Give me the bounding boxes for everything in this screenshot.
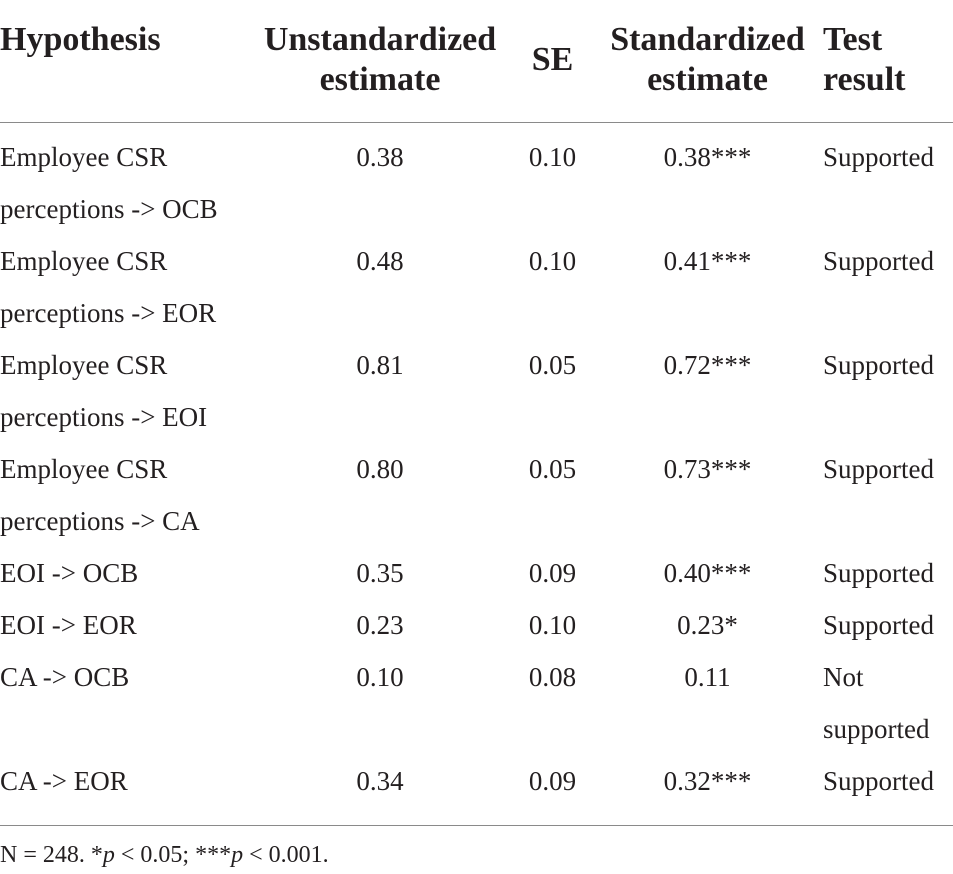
cell-se: 0.09 [528, 558, 577, 588]
cell-hypothesis-line: perceptions -> OCB [0, 194, 218, 224]
cell-test-result-line: Supported [823, 246, 934, 276]
cell-test-result-line: Supported [823, 610, 934, 640]
table-row: Employee CSR perceptions -> CA 0.80 0.05 0.7… [0, 443, 953, 547]
cell-standardized-estimate: 0.11 [684, 662, 731, 692]
cell-hypothesis-line: EOI -> OCB [0, 558, 139, 588]
table-row: CA -> OCB 0.10 0.08 0.11 Not supported [0, 651, 953, 755]
header-se-label: SE [531, 41, 574, 78]
header-standardized-line1: Standardized [610, 21, 805, 58]
table-row: Employee CSR perceptions -> EOR 0.48 0.10 0.… [0, 235, 953, 339]
cell-hypothesis: CA -> EOR [0, 755, 250, 825]
table-row: Employee CSR perceptions -> EOI 0.81 0.05 0.… [0, 339, 953, 443]
header-unstandardized-line2: estimate [319, 61, 441, 98]
header-se: SE [510, 0, 595, 123]
cell-hypothesis-line: EOI -> EOR [0, 610, 137, 640]
cell-hypothesis-line: CA -> EOR [0, 766, 128, 796]
cell-unstandardized-estimate: 0.23 [356, 610, 404, 640]
cell-standardized-estimate: 0.73*** [663, 454, 752, 484]
footnote-n: N = 248. * [0, 842, 103, 868]
table-bottom-rule [0, 825, 953, 826]
cell-hypothesis: CA -> OCB [0, 651, 250, 755]
cell-unstandardized-estimate: 0.80 [356, 454, 404, 484]
table-row: EOI -> EOR 0.23 0.10 0.23* Supported [0, 599, 953, 651]
cell-test-result-line: Supported [823, 454, 934, 484]
cell-se: 0.10 [528, 610, 577, 640]
cell-hypothesis-line: Employee CSR [0, 350, 168, 380]
table-body: Employee CSR perceptions -> OCB 0.38 0.10 0.… [0, 123, 953, 826]
cell-se: 0.10 [528, 246, 577, 276]
cell-test-result-line: supported [823, 714, 930, 744]
cell-test-result-line: Supported [823, 142, 934, 172]
cell-hypothesis-line: perceptions -> CA [0, 506, 200, 536]
header-test-result: Test result [820, 0, 953, 123]
header-unstandardized-estimate: Unstandardized estimate [250, 0, 510, 123]
cell-hypothesis: Employee CSR perceptions -> EOI [0, 339, 250, 443]
cell-hypothesis-line: Employee CSR [0, 142, 168, 172]
cell-test-result-line: Supported [823, 766, 934, 796]
cell-test-result: Supported [820, 547, 953, 599]
cell-se: 0.10 [528, 142, 577, 172]
cell-hypothesis: Employee CSR perceptions -> OCB [0, 123, 250, 236]
cell-hypothesis-line: perceptions -> EOR [0, 298, 217, 328]
header-standardized-estimate: Standardized estimate [595, 0, 820, 123]
cell-standardized-estimate: 0.38*** [663, 142, 752, 172]
cell-unstandardized-estimate: 0.10 [356, 662, 404, 692]
cell-test-result: Supported [820, 755, 953, 825]
header-test-line2: result [823, 61, 906, 98]
header-hypothesis-label: Hypothesis [0, 21, 161, 58]
cell-unstandardized-estimate: 0.38 [356, 142, 404, 172]
header-unstandardized-line1: Unstandardized [263, 21, 497, 58]
header-row: Hypothesis Unstandardized estimate SE Sta… [0, 0, 953, 123]
cell-standardized-estimate: 0.23* [677, 610, 738, 640]
cell-unstandardized-estimate: 0.48 [356, 246, 404, 276]
table-header: Hypothesis Unstandardized estimate SE Sta… [0, 0, 953, 123]
cell-test-result: Supported [820, 443, 953, 547]
cell-se: 0.05 [528, 454, 577, 484]
cell-test-result: Supported [820, 123, 953, 236]
footnote-p-symbol: p [102, 842, 115, 868]
cell-hypothesis: EOI -> EOR [0, 599, 250, 651]
table-row: Employee CSR perceptions -> OCB 0.38 0.10 0.… [0, 123, 953, 236]
cell-hypothesis-line: perceptions -> EOI [0, 402, 208, 432]
cell-unstandardized-estimate: 0.34 [356, 766, 404, 796]
footnote-mid: < 0.05; *** [114, 842, 232, 868]
cell-hypothesis-line: Employee CSR [0, 246, 168, 276]
cell-hypothesis: Employee CSR perceptions -> CA [0, 443, 250, 547]
cell-standardized-estimate: 0.72*** [663, 350, 752, 380]
cell-standardized-estimate: 0.40*** [663, 558, 752, 588]
cell-standardized-estimate: 0.41*** [663, 246, 752, 276]
table-footnote: N = 248. *p < 0.05; ***p < 0.001. [0, 826, 953, 870]
cell-hypothesis-line: Employee CSR [0, 454, 168, 484]
cell-test-result: Supported [820, 339, 953, 443]
footnote-end: < 0.001. [243, 842, 329, 868]
cell-se: 0.09 [528, 766, 577, 796]
cell-test-result: Supported [820, 599, 953, 651]
cell-test-result-line: Not [823, 662, 864, 692]
cell-standardized-estimate: 0.32*** [663, 766, 752, 796]
header-test-line1: Test [823, 21, 883, 58]
cell-unstandardized-estimate: 0.35 [356, 558, 404, 588]
cell-test-result-line: Supported [823, 350, 934, 380]
header-standardized-line2: estimate [647, 61, 768, 98]
header-hypothesis: Hypothesis [0, 0, 250, 123]
cell-test-result-line: Supported [823, 558, 934, 588]
cell-hypothesis: EOI -> OCB [0, 547, 250, 599]
cell-hypothesis-line: CA -> OCB [0, 662, 130, 692]
cell-hypothesis: Employee CSR perceptions -> EOR [0, 235, 250, 339]
cell-unstandardized-estimate: 0.81 [356, 350, 404, 380]
cell-test-result: Supported [820, 235, 953, 339]
cell-se: 0.05 [528, 350, 577, 380]
hypothesis-results-table: Hypothesis Unstandardized estimate SE Sta… [0, 0, 953, 826]
cell-se: 0.08 [528, 662, 577, 692]
footnote-p-symbol: p [231, 842, 244, 868]
table-row: EOI -> OCB 0.35 0.09 0.40*** Supported [0, 547, 953, 599]
cell-test-result: Not supported [820, 651, 953, 755]
table-row: CA -> EOR 0.34 0.09 0.32*** Supported [0, 755, 953, 825]
